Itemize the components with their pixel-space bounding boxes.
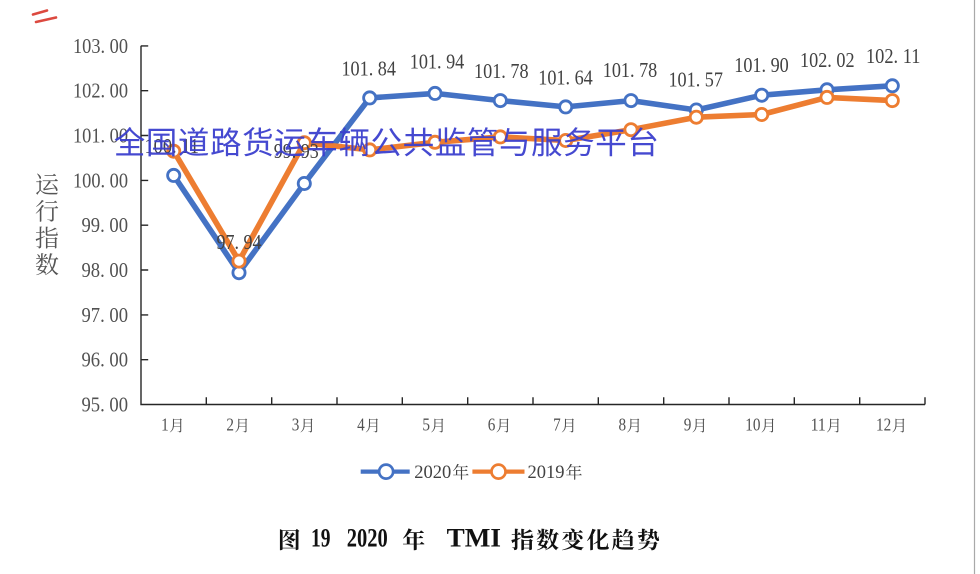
svg-text:101. 57: 101. 57 bbox=[668, 67, 723, 91]
svg-text:1: 1 bbox=[161, 415, 169, 435]
svg-text:102. 00: 102. 00 bbox=[73, 79, 128, 103]
svg-text:101. 64: 101. 64 bbox=[538, 65, 593, 89]
svg-text:97. 00: 97. 00 bbox=[82, 303, 129, 327]
svg-text:5: 5 bbox=[422, 415, 430, 435]
svg-text:97. 94: 97. 94 bbox=[217, 230, 262, 254]
svg-text:95. 00: 95. 00 bbox=[82, 393, 129, 417]
svg-text:101. 78: 101. 78 bbox=[474, 59, 529, 83]
svg-text:102. 11: 102. 11 bbox=[866, 44, 921, 68]
svg-text:2: 2 bbox=[226, 415, 234, 435]
svg-text:2019: 2019 bbox=[528, 462, 565, 483]
svg-text:8: 8 bbox=[619, 415, 627, 435]
svg-text:11: 11 bbox=[811, 415, 826, 435]
svg-text:19: 19 bbox=[311, 523, 331, 553]
svg-text:9: 9 bbox=[684, 415, 692, 435]
svg-text:101. 90: 101. 90 bbox=[734, 53, 789, 77]
svg-text:96. 00: 96. 00 bbox=[82, 348, 129, 372]
svg-text:2020: 2020 bbox=[414, 462, 451, 483]
svg-text:10: 10 bbox=[745, 415, 760, 435]
svg-text:TMI: TMI bbox=[447, 523, 501, 553]
svg-text:100. 00: 100. 00 bbox=[73, 168, 128, 192]
svg-text:98. 00: 98. 00 bbox=[82, 258, 129, 282]
svg-text:7: 7 bbox=[553, 415, 561, 435]
svg-text:2020: 2020 bbox=[347, 523, 388, 553]
svg-text:101. 84: 101. 84 bbox=[341, 56, 396, 80]
svg-text:102. 02: 102. 02 bbox=[800, 48, 855, 72]
svg-text:101. 78: 101. 78 bbox=[603, 58, 658, 82]
svg-text:101. 94: 101. 94 bbox=[410, 49, 465, 73]
svg-text:99. 00: 99. 00 bbox=[82, 213, 129, 237]
svg-text:3: 3 bbox=[292, 415, 300, 435]
svg-text:101. 00: 101. 00 bbox=[73, 124, 128, 148]
svg-text:6: 6 bbox=[488, 415, 496, 435]
svg-text:103. 00: 103. 00 bbox=[73, 34, 128, 58]
svg-text:12: 12 bbox=[876, 415, 891, 435]
svg-text:4: 4 bbox=[357, 415, 365, 435]
